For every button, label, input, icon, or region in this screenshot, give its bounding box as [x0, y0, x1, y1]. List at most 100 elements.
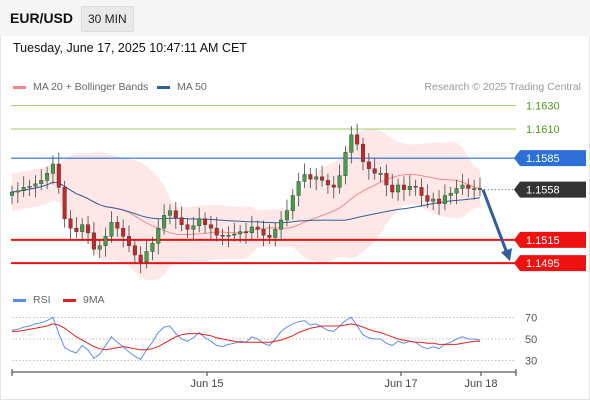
candle-body — [343, 152, 348, 176]
candle-body — [179, 217, 184, 225]
level-tag-box — [514, 255, 586, 272]
level-tag-pivot: 1.1585 — [514, 150, 586, 167]
candle-body — [372, 168, 377, 174]
candle-body — [267, 234, 272, 238]
candle-body — [425, 195, 430, 202]
rsi-line — [11, 316, 481, 361]
candle-body — [185, 224, 190, 230]
candle-body — [144, 251, 149, 263]
candle-body — [273, 229, 278, 238]
candlesticks — [9, 123, 483, 274]
ma9-swatch — [63, 298, 76, 302]
rsi-tick-label: 70 — [525, 312, 537, 324]
candle-body — [226, 234, 231, 237]
level-tag-box — [514, 231, 586, 248]
candle-body — [308, 174, 313, 180]
candle-body — [460, 184, 465, 189]
level-label: 1.1558 — [526, 185, 560, 197]
candle-body — [138, 254, 143, 263]
candle-body — [320, 176, 325, 181]
candle-body — [220, 234, 225, 237]
x-tick-label: Jun 15 — [190, 378, 223, 390]
ma50-swatch — [157, 85, 170, 89]
rsi-swatch — [13, 298, 26, 302]
candle-body — [103, 236, 108, 246]
candle-body — [249, 226, 254, 234]
candle-body — [437, 198, 442, 204]
candle-body — [45, 173, 50, 181]
candle-body — [173, 210, 178, 218]
candle-body — [290, 195, 295, 211]
level-tag-box — [514, 150, 586, 167]
rsi-tick-label: 50 — [525, 334, 537, 346]
level-label: 1.1610 — [526, 124, 560, 136]
candle-body — [314, 176, 319, 180]
candle-body — [355, 134, 360, 145]
candle-body — [208, 224, 213, 229]
candle-body — [86, 224, 91, 234]
candle-body — [419, 187, 424, 196]
candle-body — [167, 210, 172, 216]
candle-body — [325, 180, 330, 186]
level-label: 1.1585 — [526, 153, 560, 165]
candle-body — [203, 218, 208, 225]
legend-ma50-label: MA 50 — [177, 81, 207, 93]
candle-body — [191, 225, 196, 230]
candle-body — [472, 188, 477, 190]
candle-body — [255, 226, 260, 230]
candle-body — [80, 224, 85, 232]
legend-ma50: MA 50 — [157, 81, 207, 93]
candle-body — [396, 184, 401, 193]
research-credit: Research © 2025 Trading Central — [424, 81, 581, 93]
level-label: 1.1630 — [526, 101, 560, 113]
candle-body — [9, 191, 14, 196]
projection-arrow-shaft — [481, 189, 509, 254]
rsi-9ma-line — [12, 323, 480, 351]
candle-body — [261, 229, 266, 236]
candle-body — [442, 195, 447, 204]
candle-body — [132, 245, 137, 256]
candle-body — [121, 227, 126, 237]
timestamp: Tuesday, June 17, 2025 10:47:11 AM CET — [13, 41, 247, 55]
ma50-line — [11, 181, 481, 224]
candle-body — [390, 184, 395, 193]
level-tag-box — [514, 181, 586, 198]
candle-body — [384, 173, 389, 186]
ma20-swatch — [13, 85, 26, 89]
legend-ma20: MA 20 + Bollinger Bands — [13, 81, 148, 93]
candle-body — [401, 184, 406, 190]
level-label: 1.1515 — [526, 235, 560, 247]
candle-body — [91, 232, 96, 250]
candle-body — [302, 174, 307, 182]
timeframe-badge[interactable]: 30 MIN — [81, 6, 134, 32]
level-tag-support: 1.1495 — [514, 255, 586, 272]
candle-body — [156, 227, 161, 244]
candle-body — [407, 185, 412, 190]
candle-body — [197, 218, 202, 227]
level-tag-last-price: 1.1558 — [514, 181, 586, 198]
candle-body — [33, 183, 38, 187]
candle-body — [115, 222, 120, 229]
candle-body — [39, 180, 44, 185]
candle-body — [15, 190, 20, 193]
candle-body — [109, 222, 114, 237]
bollinger-band-area — [12, 128, 480, 281]
candle-body — [232, 233, 237, 236]
candle-body — [466, 184, 471, 189]
candle-body — [413, 185, 418, 188]
candle-body — [62, 187, 67, 220]
candle-body — [68, 218, 73, 229]
projection-arrow-head — [501, 248, 512, 262]
candle-body — [214, 227, 219, 236]
legend-rsi: RSI — [13, 294, 51, 306]
legend-rsi-label: RSI — [33, 294, 51, 306]
candle-body — [279, 219, 284, 230]
level-tag-support: 1.1515 — [514, 231, 586, 248]
legend-9ma-label: 9MA — [83, 294, 105, 306]
candle-body — [361, 143, 366, 162]
candle-body — [337, 175, 342, 188]
candle-body — [478, 188, 483, 190]
candle-body — [50, 163, 55, 174]
candle-body — [150, 243, 155, 252]
